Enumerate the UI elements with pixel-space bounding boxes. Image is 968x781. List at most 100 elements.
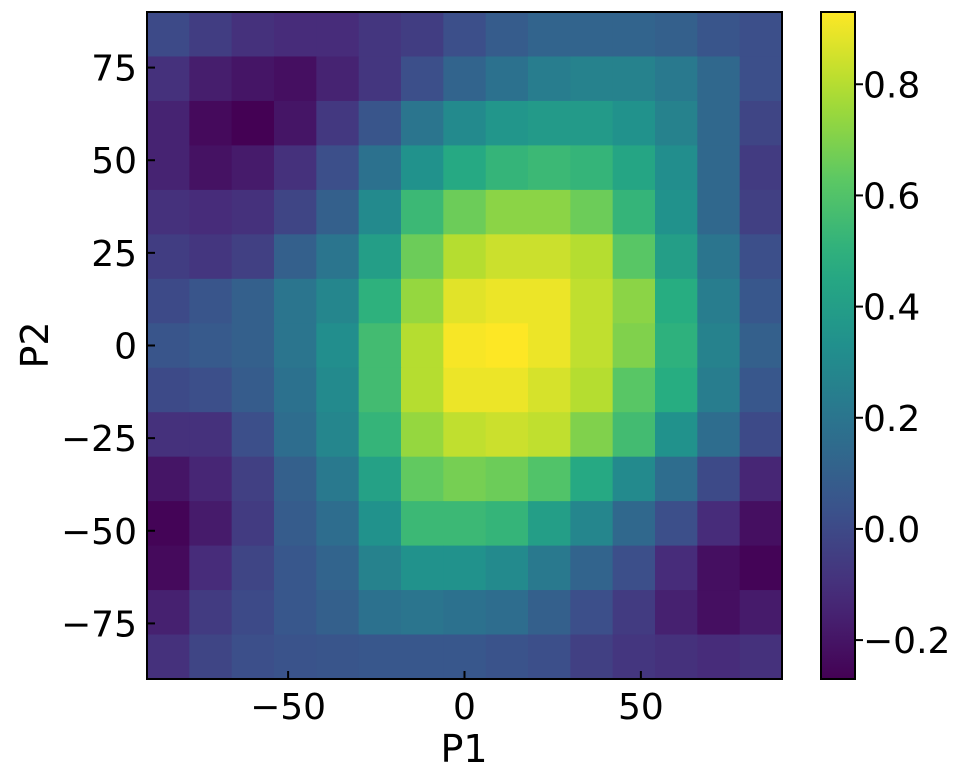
heatmap-cell [570, 501, 614, 547]
heatmap-cell [401, 189, 444, 235]
heatmap-cell [697, 234, 741, 280]
heatmap-cell [655, 545, 698, 591]
heatmap-cell [528, 12, 571, 58]
heatmap-cell [528, 189, 571, 235]
heatmap-cell [401, 367, 444, 413]
heatmap-cell [358, 234, 402, 280]
heatmap-cell [612, 412, 656, 458]
heatmap-cell [189, 278, 233, 324]
heatmap-cell [147, 12, 190, 58]
heatmap-cell [147, 456, 190, 502]
heatmap-cell [274, 323, 317, 369]
heatmap-cell [189, 234, 233, 280]
heatmap-cell [358, 323, 402, 369]
y-axis-label: P2 [13, 321, 57, 368]
heatmap-cell [570, 189, 614, 235]
heatmap-cell [528, 545, 571, 591]
heatmap-cell [570, 634, 614, 680]
heatmap-cell [570, 234, 614, 280]
heatmap-cell [443, 501, 487, 547]
heatmap-cell [147, 412, 190, 458]
heatmap-cell [528, 412, 571, 458]
heatmap-cell [231, 234, 275, 280]
colorbar-tick-label: 0.4 [863, 288, 920, 329]
heatmap-cell [231, 545, 275, 591]
heatmap-cell [485, 145, 529, 191]
heatmap-cell [655, 412, 698, 458]
heatmap-cell [358, 501, 402, 547]
heatmap-cell [612, 56, 656, 102]
heatmap-cell [739, 323, 783, 369]
heatmap-cell [485, 412, 529, 458]
heatmap-cell [147, 367, 190, 413]
heatmap-cell [316, 456, 360, 502]
heatmap-cell [231, 590, 275, 636]
heatmap-cell [612, 278, 656, 324]
heatmap-cell [231, 367, 275, 413]
heatmap-cell [443, 56, 487, 102]
heatmap-cell [739, 189, 783, 235]
heatmap-cell [655, 367, 698, 413]
heatmap-cell [485, 234, 529, 280]
heatmap-cell [739, 12, 783, 58]
heatmap-cell [528, 590, 571, 636]
heatmap-cell [274, 545, 317, 591]
heatmap-cell [147, 545, 190, 591]
heatmap-cell [316, 278, 360, 324]
heatmap-cell [697, 145, 741, 191]
heatmap-cell [528, 456, 571, 502]
heatmap-cell [316, 234, 360, 280]
heatmap-cell [612, 634, 656, 680]
heatmap-cell [697, 634, 741, 680]
heatmap-cell [231, 56, 275, 102]
heatmap-cell [697, 100, 741, 146]
heatmap-cell [358, 412, 402, 458]
heatmap-cell [570, 590, 614, 636]
heatmap-cell [485, 189, 529, 235]
heatmap-cell [739, 501, 783, 547]
heatmap-cell [147, 234, 190, 280]
heatmap-cell [189, 545, 233, 591]
heatmap-cell [358, 189, 402, 235]
heatmap-cell [274, 189, 317, 235]
heatmap-cell [485, 590, 529, 636]
heatmap-cell [570, 56, 614, 102]
heatmap-cell [697, 12, 741, 58]
heatmap-cell [358, 456, 402, 502]
heatmap-cell [316, 634, 360, 680]
heatmap-cell [443, 12, 487, 58]
heatmap-cell [316, 189, 360, 235]
colorbar-tick-label: −0.2 [863, 621, 950, 662]
heatmap-cell [528, 501, 571, 547]
heatmap-cell [612, 367, 656, 413]
heatmap-cell [570, 323, 614, 369]
heatmap-cell [358, 278, 402, 324]
heatmap-cell [485, 545, 529, 591]
heatmap-cell [528, 323, 571, 369]
heatmap-cell [655, 456, 698, 502]
heatmap-cell [485, 367, 529, 413]
heatmap-cell [274, 12, 317, 58]
heatmap-cell [570, 545, 614, 591]
heatmap-cell [443, 278, 487, 324]
heatmap-cell [612, 590, 656, 636]
heatmap-cell [189, 412, 233, 458]
heatmap-cell [358, 367, 402, 413]
heatmap-cell [739, 234, 783, 280]
x-axis-ticks: −50 0 50 [250, 671, 664, 728]
heatmap-cell [697, 456, 741, 502]
heatmap-cell [274, 278, 317, 324]
heatmap-cell [231, 456, 275, 502]
heatmap-cell [316, 367, 360, 413]
heatmap-cell [739, 545, 783, 591]
heatmap-cell [570, 456, 614, 502]
heatmap-cell [570, 100, 614, 146]
heatmap-cell [655, 12, 698, 58]
heatmap-cell [189, 590, 233, 636]
heatmap-cell [655, 590, 698, 636]
heatmap-cell [570, 278, 614, 324]
heatmap-cell [443, 145, 487, 191]
heatmap-cell [655, 100, 698, 146]
heatmap-cell [697, 545, 741, 591]
heatmap-cell [274, 56, 317, 102]
